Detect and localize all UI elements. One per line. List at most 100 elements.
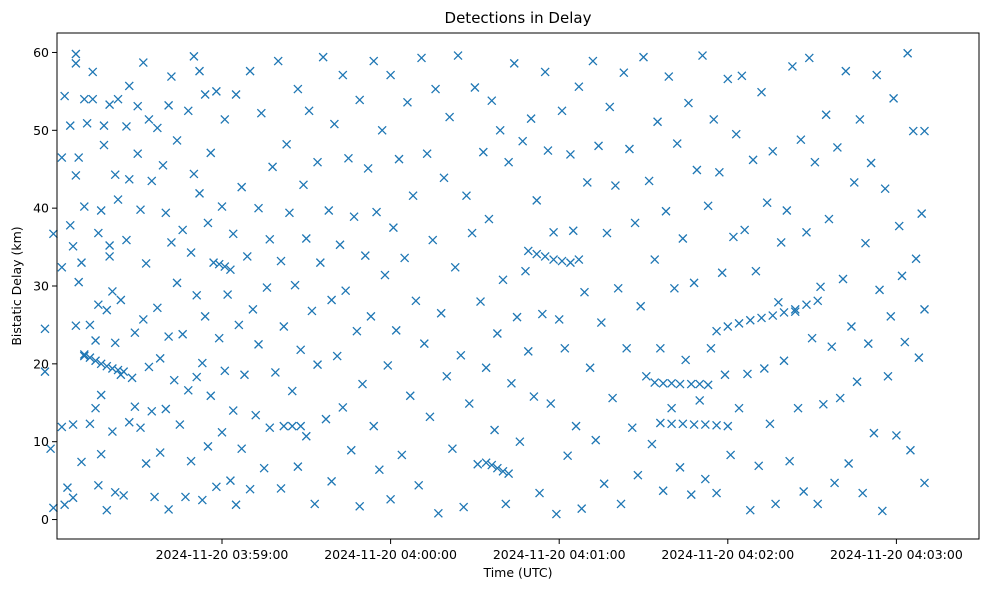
y-tick-label: 60 — [33, 45, 49, 60]
data-point — [327, 295, 337, 305]
track-point — [540, 251, 550, 261]
data-point — [380, 270, 390, 280]
data-point — [71, 321, 81, 331]
data-point — [439, 173, 449, 183]
data-point — [869, 428, 879, 438]
data-point — [442, 371, 452, 381]
data-point — [68, 493, 78, 503]
data-point — [866, 158, 876, 168]
data-point — [911, 254, 921, 264]
data-point — [209, 258, 219, 268]
data-point — [228, 229, 238, 239]
data-point — [644, 176, 654, 186]
track-point — [779, 308, 789, 317]
data-point — [60, 500, 70, 510]
data-point — [332, 351, 342, 361]
data-point — [301, 234, 311, 243]
data-point — [731, 129, 741, 139]
data-point — [124, 174, 134, 184]
data-point — [537, 309, 547, 319]
data-point — [102, 305, 112, 315]
data-point — [804, 53, 814, 63]
data-point — [619, 68, 629, 78]
data-point — [622, 343, 632, 353]
data-point — [183, 106, 193, 116]
data-point — [560, 343, 570, 353]
data-point — [875, 285, 884, 295]
data-point — [422, 149, 432, 159]
data-point — [751, 266, 761, 276]
data-point — [138, 58, 148, 68]
data-point — [577, 504, 587, 514]
data-point — [596, 318, 606, 328]
data-point — [821, 110, 831, 120]
data-point — [411, 296, 421, 306]
track-point — [487, 460, 497, 470]
data-point — [838, 274, 848, 284]
track-point — [700, 420, 710, 430]
data-point — [757, 87, 766, 97]
data-point — [186, 456, 196, 466]
data-point — [692, 165, 702, 175]
data-point — [155, 448, 165, 458]
data-point — [217, 427, 227, 437]
data-point — [329, 119, 339, 129]
data-point — [245, 66, 255, 76]
data-point — [588, 56, 598, 66]
data-point — [889, 93, 899, 103]
data-point — [689, 278, 699, 288]
data-point — [299, 180, 308, 190]
track-point — [279, 421, 289, 431]
data-point — [164, 504, 174, 514]
data-point — [824, 214, 834, 224]
data-point — [490, 425, 500, 435]
data-point — [667, 403, 677, 413]
data-point — [723, 74, 733, 84]
data-point — [304, 106, 314, 116]
data-point — [172, 135, 182, 145]
data-point — [313, 360, 322, 370]
data-point — [136, 205, 145, 215]
data-point — [613, 283, 623, 293]
data-point — [40, 367, 50, 377]
data-point — [130, 402, 140, 412]
data-point — [74, 277, 84, 287]
data-point — [186, 248, 196, 257]
data-point — [712, 488, 722, 498]
data-point — [917, 209, 927, 219]
data-point — [189, 51, 199, 61]
data-point — [532, 195, 542, 205]
y-tick-label: 50 — [33, 123, 49, 138]
data-point — [276, 256, 286, 266]
data-point — [79, 202, 89, 212]
data-point — [551, 509, 561, 519]
track-point — [113, 365, 123, 375]
data-point — [835, 393, 845, 403]
data-point — [124, 81, 134, 91]
data-point — [641, 371, 651, 381]
data-point — [46, 444, 56, 454]
data-point — [96, 206, 106, 215]
data-point — [400, 253, 410, 263]
data-point — [920, 478, 929, 488]
data-point — [883, 371, 893, 381]
data-point — [695, 395, 705, 405]
track-point — [549, 255, 559, 264]
data-point — [155, 353, 165, 363]
data-point — [787, 62, 797, 71]
data-point — [740, 225, 750, 235]
data-point — [245, 484, 255, 494]
data-point — [832, 142, 842, 152]
data-point — [65, 220, 75, 230]
track-point — [102, 361, 112, 371]
track-point — [703, 380, 713, 390]
data-point — [164, 100, 174, 110]
data-point — [259, 463, 269, 473]
data-point — [195, 188, 204, 198]
data-point — [223, 290, 233, 300]
data-point — [456, 350, 466, 360]
x-tick-label: 2024-11-20 04:03:00 — [830, 547, 963, 562]
track-point — [220, 262, 230, 271]
y-tick-label: 20 — [33, 356, 49, 371]
data-point — [242, 251, 252, 261]
